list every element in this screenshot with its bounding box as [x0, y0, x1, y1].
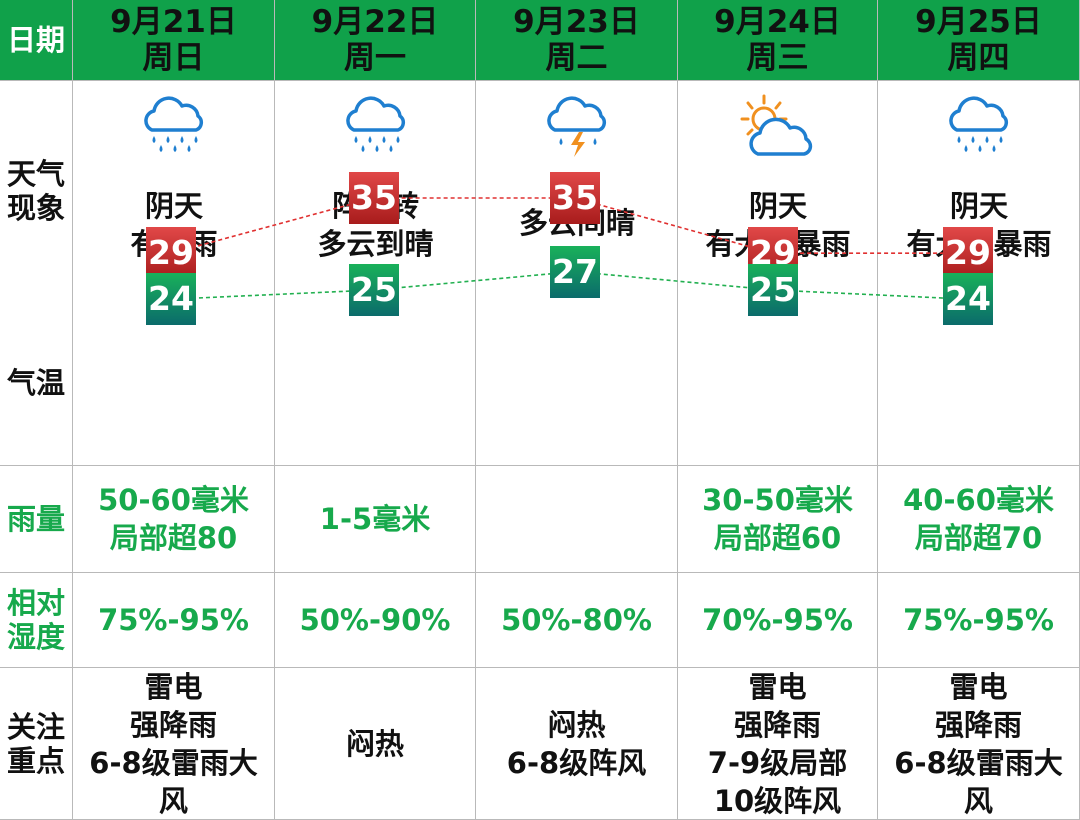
- weather-label-line: 天气: [6, 156, 65, 191]
- focus-label: 关注 重点: [0, 668, 73, 820]
- day-weekday: 周一: [344, 40, 406, 76]
- day-date: 9月22日: [311, 4, 439, 40]
- day-header-4: 9月24日 周三: [678, 0, 878, 81]
- temperature-label-text: 气温: [6, 365, 65, 400]
- day-weekday: 周日: [142, 40, 205, 76]
- rainfall-cell-line: 局部超60: [713, 521, 842, 555]
- focus-cell-line: 强降雨: [129, 707, 217, 742]
- day-date: 9月21日: [110, 4, 237, 40]
- low-temp-box: 25: [748, 264, 798, 316]
- thunderstorm-icon: [541, 94, 613, 164]
- rainfall-cell-3: [476, 466, 678, 573]
- focus-cell-line: 雷电: [949, 669, 1008, 704]
- rainfall-cell-line: 局部超80: [109, 521, 238, 555]
- humidity-value: 50%-80%: [501, 603, 652, 637]
- day-date: 9月24日: [714, 4, 841, 40]
- humidity-label-line: 湿度: [6, 620, 65, 654]
- focus-cell-3: 闷热 6-8级阵风: [476, 668, 678, 820]
- rainfall-label-text: 雨量: [6, 502, 65, 536]
- day-header-2: 9月22日 周一: [275, 0, 476, 81]
- rainfall-cell-2: 1-5毫米: [275, 466, 476, 573]
- high-temp-line: [170, 197, 968, 254]
- day-date: 9月23日: [513, 4, 640, 40]
- focus-cell-line: 风: [158, 783, 188, 818]
- focus-cell-line: 7-9级局部: [707, 745, 848, 780]
- focus-cell-1: 雷电 强降雨 6-8级雷雨大风: [73, 668, 275, 820]
- weather-label: 天气 现象: [0, 81, 73, 300]
- humidity-cell-2: 50%-90%: [275, 573, 476, 668]
- weather-cell-2: [275, 81, 476, 466]
- rainfall-cell-4: 30-50毫米 局部超60: [678, 466, 878, 573]
- low-temp-box: 24: [146, 273, 196, 326]
- date-label: 日期: [6, 23, 65, 57]
- rainfall-cell-line: 局部超70: [914, 521, 1043, 555]
- rainfall-cell-5: 40-60毫米 局部超70: [878, 466, 1080, 573]
- focus-cell-line: 6-8级雷雨大: [89, 745, 258, 780]
- high-temp-box: 35: [349, 172, 399, 224]
- day-weekday: 周二: [545, 40, 608, 76]
- high-temp-box: 29: [943, 227, 993, 280]
- weather-cell-4: [678, 81, 878, 466]
- low-temp-line: [170, 270, 969, 300]
- weather-line: 阴天: [144, 189, 203, 223]
- focus-cell-line: 6-8级雷雨大: [894, 745, 1063, 780]
- focus-cell-4: 雷电 强降雨 7-9级局部 10级阵风: [678, 668, 878, 820]
- date-label-cell: 日期: [0, 0, 73, 81]
- heavy-rain-icon: [943, 94, 1015, 160]
- weather-line: 阴天: [748, 189, 807, 223]
- humidity-cell-5: 75%-95%: [878, 573, 1080, 668]
- high-temp-box: 29: [146, 227, 196, 280]
- low-temp-box: 27: [550, 245, 600, 298]
- day-header-1: 9月21日 周日: [73, 0, 275, 81]
- low-temp-box: 25: [349, 264, 399, 316]
- rainfall-cell-line: 40-60毫米: [903, 483, 1054, 517]
- day-header-3: 9月23日 周二: [476, 0, 678, 81]
- focus-cell-line: 6-8级阵风: [506, 745, 647, 780]
- humidity-cell-3: 50%-80%: [476, 573, 678, 668]
- humidity-value: 75%-95%: [98, 603, 249, 637]
- rainfall-label: 雨量: [0, 466, 73, 573]
- focus-cell-line: 风: [963, 783, 993, 818]
- rainfall-cell-line: 1-5毫米: [319, 502, 431, 536]
- weather-label-line: 现象: [6, 190, 65, 225]
- focus-cell-line: 闷热: [547, 707, 606, 742]
- humidity-cell-1: 75%-95%: [73, 573, 275, 668]
- rainfall-cell-line: 50-60毫米: [98, 483, 249, 517]
- day-date: 9月25日: [915, 4, 1042, 40]
- humidity-label-line: 相对: [6, 586, 65, 620]
- focus-cell-line: 强降雨: [934, 707, 1022, 742]
- weather-cell-1: [73, 81, 275, 466]
- humidity-value: 50%-90%: [299, 603, 451, 637]
- weather-line: 阴天: [949, 189, 1008, 223]
- heavy-rain-icon: [138, 94, 210, 160]
- humidity-value: 75%-95%: [903, 603, 1054, 637]
- focus-label-line: 关注: [6, 709, 65, 744]
- humidity-value: 70%-95%: [702, 603, 853, 637]
- temperature-label: 气温: [0, 300, 73, 466]
- low-temp-box: 24: [943, 273, 993, 326]
- partly-cloudy-icon: [740, 94, 816, 164]
- weather-cell-3: [476, 81, 678, 466]
- focus-cell-line: 雷电: [748, 669, 807, 704]
- humidity-cell-4: 70%-95%: [678, 573, 878, 668]
- day-header-5: 9月25日 周四: [878, 0, 1080, 81]
- humidity-label: 相对 湿度: [0, 573, 73, 668]
- heavy-rain-icon: [340, 94, 412, 160]
- focus-cell-line: 强降雨: [733, 707, 821, 742]
- high-temp-box: 35: [550, 172, 600, 224]
- day-weekday: 周四: [947, 40, 1010, 76]
- rainfall-cell-1: 50-60毫米 局部超80: [73, 466, 275, 573]
- weather-line: 多云到晴: [317, 227, 434, 261]
- focus-cell-line: 10级阵风: [713, 783, 842, 818]
- focus-cell-line: 闷热: [345, 726, 404, 761]
- rainfall-cell-line: 30-50毫米: [702, 483, 853, 517]
- focus-cell-5: 雷电 强降雨 6-8级雷雨大风: [878, 668, 1080, 820]
- focus-cell-line: 雷电: [144, 669, 203, 704]
- focus-label-line: 重点: [6, 743, 65, 778]
- day-weekday: 周三: [746, 40, 809, 76]
